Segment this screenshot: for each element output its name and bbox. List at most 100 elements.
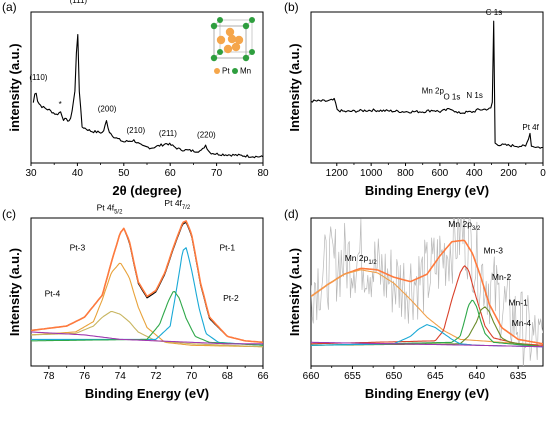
- panel-d: (d) 660 655 650 645 640 635 Binding Energy (eV)…: [284, 207, 544, 401]
- legend-pt-label: Pt: [222, 67, 230, 76]
- x-tick-label: 70: [211, 168, 223, 179]
- series-line-raw: [311, 218, 543, 366]
- peak-label: (110): [29, 73, 47, 82]
- x-tick-label: 635: [510, 371, 527, 382]
- peak-label: Mn-3: [484, 246, 504, 256]
- mn-atom: [210, 22, 218, 30]
- pt-atom: [227, 34, 237, 44]
- peak-label: Mn-2: [492, 272, 512, 282]
- peak-label: Pt-1: [220, 243, 236, 253]
- series-line: [32, 33, 263, 159]
- mn-atom: [210, 54, 218, 62]
- panel-a: (a) 30 40 50 60 70 80 2θ (degree) intensity (a.u…: [2, 0, 269, 198]
- peak-label-subscript: 7/2: [182, 205, 191, 211]
- x-tick-label: 66: [257, 371, 269, 382]
- x-tick-label: 1000: [360, 168, 383, 179]
- series-line-pt-4: [31, 310, 263, 348]
- x-tick-label: 645: [427, 371, 444, 382]
- x-tick-label: 0: [540, 168, 546, 179]
- panel-c: (c) 78 76 74 72 70 68 66 Binding Energy (eV) Inte…: [2, 198, 269, 401]
- peak-label: Pt-3: [70, 243, 86, 253]
- mn-atom: [249, 49, 255, 55]
- peak-label: Pt-2: [223, 293, 239, 303]
- pt-atom: [225, 27, 235, 37]
- series-line: [311, 20, 543, 149]
- x-tick-label: 600: [432, 168, 449, 179]
- x-tick-label: 80: [257, 168, 269, 179]
- legend-mn-label: Mn: [240, 67, 251, 76]
- peak-label: O 1s: [443, 93, 460, 102]
- series-line-background: [31, 331, 263, 345]
- peak-label: Pt 4f5/2: [97, 203, 123, 216]
- y-axis-title: Intensity (a.u.): [287, 248, 302, 336]
- x-tick-label: 640: [468, 371, 485, 382]
- peak-label: N 1s: [466, 91, 482, 100]
- x-tick-label: 200: [500, 168, 517, 179]
- series-line-fit: [31, 220, 263, 344]
- pt-atom: [231, 42, 241, 52]
- peak-label: Mn 2p: [422, 87, 445, 96]
- legend-mn-swatch: [232, 68, 238, 74]
- x-tick-label: 68: [222, 371, 234, 382]
- x-tick-label: 74: [115, 371, 127, 382]
- x-tick-label: 650: [386, 371, 403, 382]
- x-tick-label: 78: [43, 371, 55, 382]
- panel-label: (c): [2, 207, 16, 221]
- series-line-pt-3: [31, 262, 263, 348]
- plot-frame: [310, 11, 544, 164]
- series-group: [32, 33, 263, 159]
- mn-atom: [242, 22, 250, 30]
- series-line-pt-2: [31, 291, 263, 346]
- peak-label: *: [59, 100, 62, 109]
- x-tick-label: 72: [150, 371, 162, 382]
- x-tick-label: 50: [118, 168, 130, 179]
- peak-label: C 1s: [486, 8, 502, 17]
- x-axis-title: Binding Energy (eV): [365, 386, 489, 401]
- peak-label-subscript: 5/2: [114, 210, 123, 216]
- y-axis-title: intensity (a.u.): [7, 43, 22, 131]
- panel-label: (d): [284, 207, 299, 221]
- legend-pt-swatch: [214, 68, 220, 74]
- crystal-inset: Pt Mn: [210, 17, 255, 76]
- mn-atom: [242, 54, 250, 62]
- series-group: [311, 218, 543, 366]
- x-tick-label: 400: [466, 168, 483, 179]
- pt-atom: [223, 44, 233, 54]
- x-axis-title: Binding Energy (eV): [85, 386, 209, 401]
- pt-atom: [216, 35, 226, 45]
- panel-b: (b) 1200 1000 800 600 400 200 0 Binding Energy (…: [284, 0, 546, 198]
- peak-label: (211): [159, 129, 177, 138]
- x-tick-label: 660: [303, 371, 320, 382]
- pt-atom: [234, 35, 244, 45]
- mn-atom: [217, 49, 223, 55]
- x-tick-label: 800: [397, 168, 414, 179]
- series-line-raw: [31, 221, 263, 343]
- mn-atom: [249, 17, 255, 23]
- series-line-mn-2p1-2: [311, 269, 543, 346]
- panel-label: (a): [2, 0, 17, 14]
- x-tick-label: 655: [344, 371, 361, 382]
- peak-label: Pt-4: [45, 288, 61, 298]
- x-axis-title: Binding Energy (eV): [365, 183, 489, 198]
- peak-label-subscript: 3/2: [472, 226, 481, 232]
- mn-atom: [217, 17, 223, 23]
- series-group: [31, 220, 263, 348]
- x-tick-label: 70: [186, 371, 198, 382]
- panel-label: (b): [284, 0, 299, 14]
- series-group: [311, 20, 543, 149]
- peak-label: Pt 4f7/2: [164, 198, 190, 211]
- x-tick-label: 40: [72, 168, 84, 179]
- x-tick-label: 60: [165, 168, 177, 179]
- peak-label: (220): [197, 130, 216, 139]
- peak-label: Mn-4: [512, 318, 532, 328]
- series-line-background: [311, 341, 543, 348]
- peak-label: (111): [70, 0, 88, 5]
- peak-label-subscript: 1/2: [368, 260, 377, 266]
- peak-label: (210): [127, 126, 146, 135]
- y-axis-title: Intensity (a.u.): [287, 43, 302, 131]
- y-axis-title: Intensity (a.u.): [7, 248, 22, 336]
- x-axis-title: 2θ (degree): [112, 183, 181, 198]
- x-tick-label: 76: [79, 371, 91, 382]
- plot-frame: [30, 217, 264, 367]
